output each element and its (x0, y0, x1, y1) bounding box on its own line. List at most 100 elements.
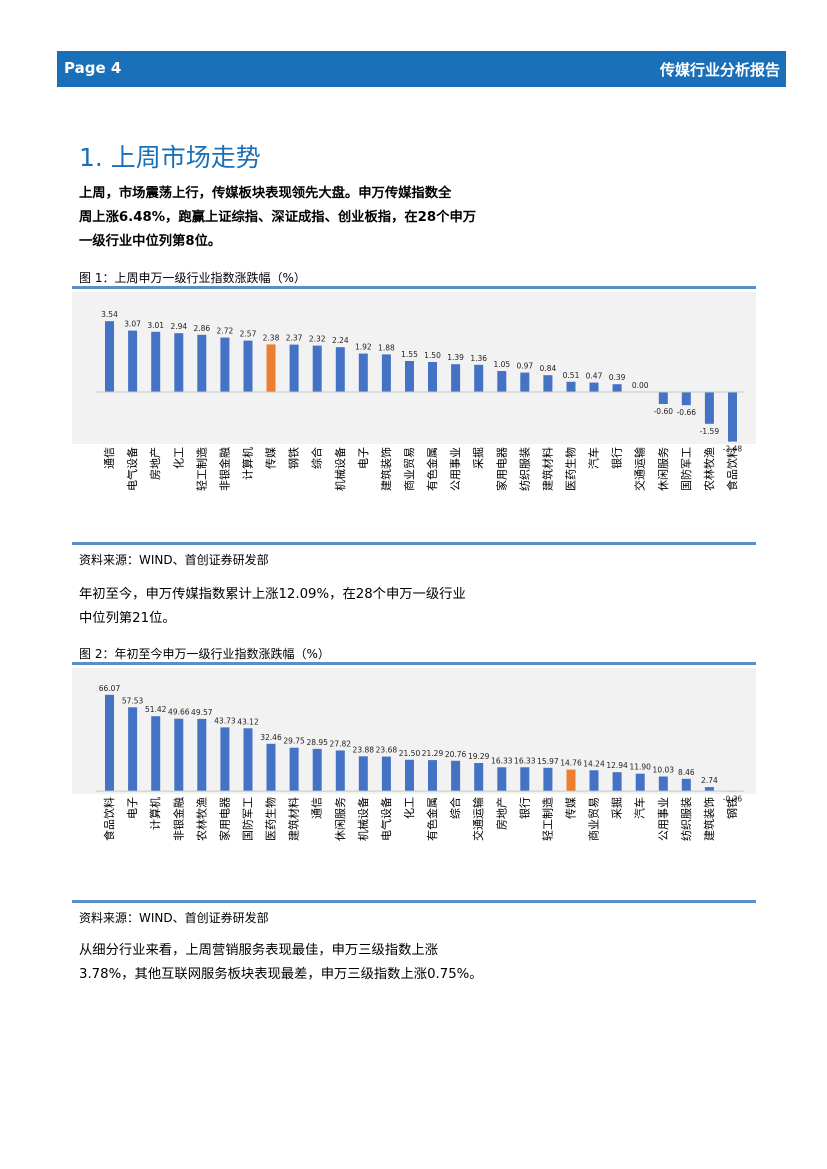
bar (105, 694, 114, 792)
data-label: 12.94 (606, 761, 628, 770)
data-label: 43.12 (237, 717, 259, 726)
data-label: 43.73 (214, 716, 236, 725)
category-label: 商业贸易 (587, 797, 601, 841)
data-label: 2.37 (286, 334, 303, 343)
category-label: 机械设备 (356, 797, 370, 841)
category-label: 轻工制造 (540, 797, 554, 841)
bar (451, 760, 461, 792)
data-label: 1.50 (424, 351, 441, 360)
bar (128, 707, 138, 792)
page-header: Page 4 传媒行业分析报告 (57, 51, 786, 87)
data-label: 66.07 (99, 684, 121, 693)
category-label: 钢铁 (288, 447, 301, 469)
bar (612, 772, 622, 792)
intro-line: 周上涨6.48%，跑赢上证综指、深证成指、创业板指，在28个申万 (79, 210, 477, 225)
category-label: 传媒 (265, 447, 278, 469)
intro-line: 一级行业中位列第8位。 (79, 234, 222, 249)
category-label: 银行 (517, 797, 531, 819)
bar (428, 760, 437, 792)
category-label: 农林牧渔 (702, 447, 716, 491)
data-label: 0.00 (632, 381, 649, 390)
bar (474, 763, 484, 792)
category-label: 休闲服务 (656, 447, 670, 491)
bar (381, 354, 391, 392)
bar (520, 372, 530, 392)
data-label: 28.95 (306, 738, 328, 747)
category-label: 医药生物 (264, 797, 278, 841)
bar (289, 747, 299, 791)
ytd-line: 年初至今，申万传媒指数累计上涨12.09%，在28个申万一级行业 (79, 587, 466, 602)
category-label: 建筑材料 (287, 797, 301, 841)
data-label: 0.47 (586, 372, 603, 381)
category-label: 非银金融 (217, 447, 231, 491)
bar (566, 769, 576, 792)
bar (335, 347, 345, 392)
data-label: 20.76 (445, 750, 467, 759)
data-label: -0.36 (723, 795, 743, 804)
bar (428, 362, 437, 392)
data-label: 3.54 (101, 310, 118, 319)
bar (497, 767, 507, 792)
category-label: 非银金融 (171, 797, 185, 841)
bar (543, 375, 553, 392)
figure1-bottom-rule (72, 542, 756, 545)
category-label: 农林牧渔 (194, 797, 208, 841)
data-label: -0.66 (677, 408, 697, 417)
section-title: 1. 上周市场走势 (79, 143, 261, 172)
subsector-line: 3.78%，其他互联网服务板块表现最差，申万三级指数上涨0.75%。 (79, 967, 483, 982)
category-label: 家用电器 (217, 797, 231, 841)
category-label: 化工 (402, 797, 416, 819)
category-label: 电气设备 (379, 797, 393, 841)
category-label: 轻工制造 (194, 447, 208, 491)
category-label: 汽车 (587, 447, 601, 469)
figure1-top-rule (72, 286, 756, 289)
data-label: 2.57 (240, 330, 257, 339)
category-label: 交通运输 (633, 447, 647, 491)
data-label: -1.59 (700, 427, 720, 436)
data-label: 3.07 (124, 320, 141, 329)
bar (358, 756, 368, 792)
figure1-chart: 3.54 通信 3.07 电气设备 3.01 房地产 2.94 化工 2.86 轻工制造 2.72 非… (72, 292, 756, 491)
data-label: 49.66 (168, 708, 190, 717)
category-label: 建筑材料 (540, 447, 554, 491)
data-label: 8.46 (678, 768, 695, 777)
ytd-paragraph: 年初至今，申万传媒指数累计上涨12.09%，在28个申万一级行业 中位列第21位… (79, 583, 549, 631)
data-label: 23.68 (376, 746, 398, 755)
category-label: 休闲服务 (333, 797, 347, 841)
bar (174, 333, 184, 392)
data-label: 23.88 (353, 745, 375, 754)
category-label: 电气设备 (125, 447, 139, 491)
category-label: 通信 (311, 797, 324, 819)
data-label: 0.84 (540, 364, 557, 373)
bar (220, 337, 230, 392)
category-label: 房地产 (148, 447, 162, 480)
figure2-bottom-rule (72, 900, 756, 903)
data-label: 16.33 (491, 756, 513, 765)
figure2-title: 图 2：年初至今申万一级行业指数涨跌幅（%） (79, 647, 330, 661)
data-label: 0.39 (609, 373, 626, 382)
category-label: 国防军工 (241, 797, 255, 841)
bar (635, 773, 645, 791)
subsector-paragraph: 从细分行业来看，上周营销服务表现最佳，申万三级指数上涨 3.78%，其他互联网服… (79, 939, 549, 987)
bar (612, 384, 622, 392)
data-label: 1.88 (378, 343, 395, 352)
data-label: -0.60 (654, 407, 674, 416)
category-label: 有色金属 (425, 797, 439, 841)
bar (451, 364, 461, 392)
bar (497, 371, 507, 392)
category-label: 食品饮料 (725, 447, 739, 491)
bar (566, 381, 576, 392)
bar (520, 767, 530, 792)
bar (289, 344, 299, 392)
bar (658, 392, 668, 404)
bar (243, 728, 253, 792)
bar (543, 767, 553, 792)
bar (381, 756, 391, 792)
ytd-line: 中位列第21位。 (79, 611, 176, 626)
data-label: 15.97 (537, 757, 559, 766)
figure1-title: 图 1：上周申万一级行业指数涨跌幅（%） (79, 271, 306, 285)
bar (243, 340, 253, 392)
bar (405, 361, 414, 392)
category-label: 电子 (126, 797, 139, 819)
bar (105, 321, 114, 392)
